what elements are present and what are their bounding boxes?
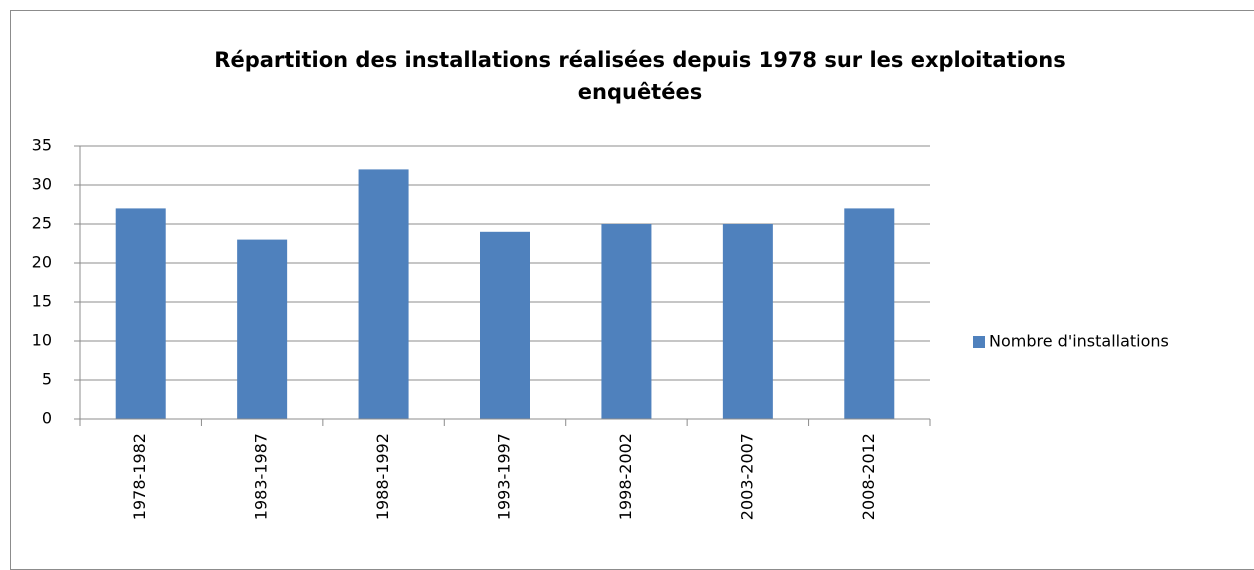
x-tick-label: 1998-2002 (616, 433, 635, 520)
x-tick-label: 1978-1982 (130, 433, 149, 520)
chart: 0 5 10 15 20 25 30 35 1978-1982 1983-1987 1988-199… (32, 136, 1169, 521)
y-tick-label: 0 (42, 409, 52, 428)
y-tick-label: 5 (42, 370, 52, 389)
bar (601, 224, 652, 419)
chart-title: Répartition des installations réalisées … (214, 48, 1066, 104)
y-tick-label: 15 (32, 292, 52, 311)
bar (237, 239, 288, 419)
y-tick-label: 30 (32, 175, 52, 194)
y-tick-label: 35 (32, 136, 52, 155)
x-tick-label: 2003-2007 (737, 433, 756, 520)
x-tick-label: 1988-1992 (373, 433, 392, 520)
bar (722, 224, 773, 419)
x-tick-label: 1983-1987 (252, 433, 271, 520)
x-tick-label: 1993-1997 (495, 433, 514, 520)
bar (115, 208, 166, 419)
y-tick-label: 20 (32, 253, 52, 272)
x-tick-label: 2008-2012 (859, 433, 878, 520)
legend-label: Nombre d'installations (989, 332, 1169, 351)
legend-swatch (973, 336, 985, 348)
y-tick-label: 10 (32, 331, 52, 350)
bar (358, 169, 409, 419)
bar (480, 231, 530, 419)
y-tick-label: 25 (32, 214, 52, 233)
bar (844, 208, 895, 419)
